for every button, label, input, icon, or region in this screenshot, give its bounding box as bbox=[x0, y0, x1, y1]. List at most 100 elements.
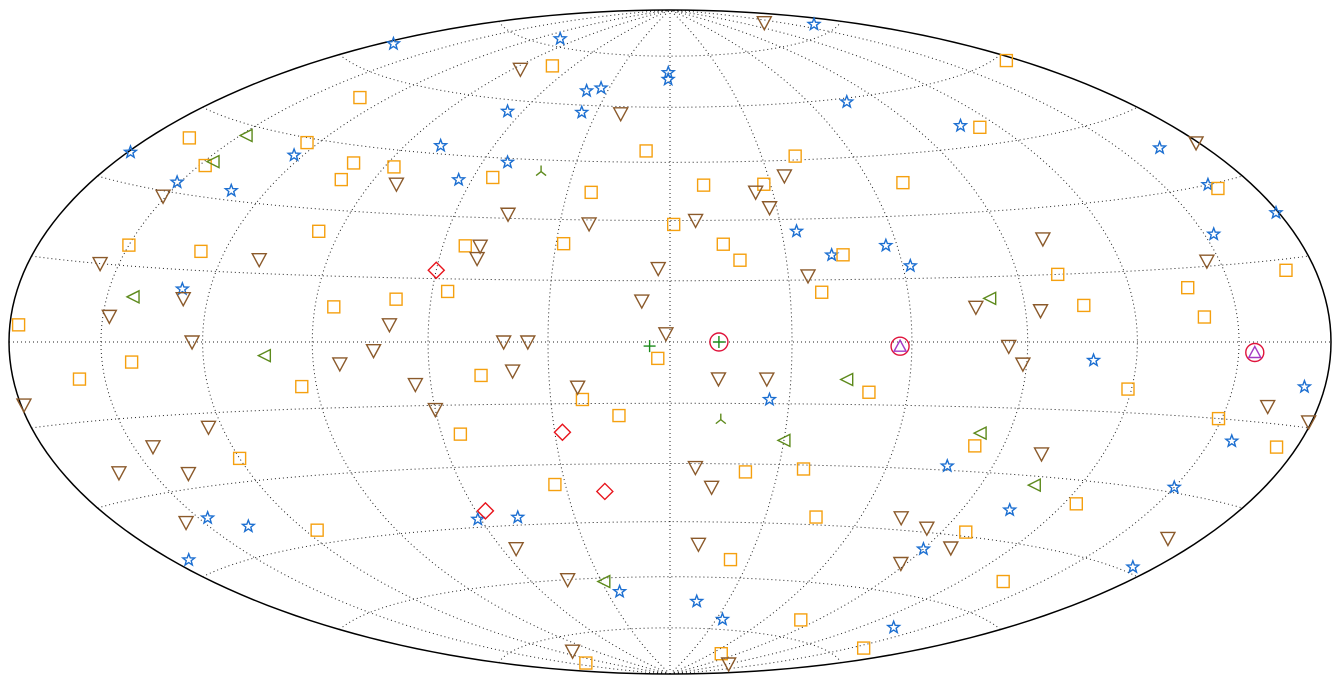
star-marker bbox=[1151, 139, 1168, 155]
triangle-down-marker bbox=[799, 269, 817, 285]
star-marker bbox=[660, 71, 676, 87]
square-marker bbox=[353, 90, 367, 105]
triangle-down-marker bbox=[580, 217, 598, 233]
star-marker bbox=[611, 583, 628, 599]
triangle-down-marker bbox=[381, 318, 398, 334]
square-marker bbox=[809, 510, 823, 524]
square-marker bbox=[716, 237, 730, 251]
triangle-down-marker bbox=[1014, 357, 1032, 373]
star-marker bbox=[714, 611, 731, 627]
star-marker bbox=[470, 511, 486, 526]
triangle-down-marker bbox=[1187, 136, 1205, 152]
triangle-up-marker bbox=[1247, 345, 1262, 359]
triangle-down-marker bbox=[569, 380, 586, 396]
triangle-down-marker bbox=[761, 201, 778, 217]
star-marker bbox=[838, 93, 855, 109]
star-marker bbox=[499, 103, 516, 118]
square-marker bbox=[440, 284, 455, 299]
triangle-down-marker bbox=[633, 294, 650, 310]
triangle-down-marker bbox=[687, 213, 704, 229]
square-marker bbox=[738, 465, 753, 479]
square-marker bbox=[996, 574, 1010, 589]
triangle-down-marker bbox=[183, 335, 201, 351]
triangle-down-marker bbox=[177, 515, 195, 532]
triangle-down-marker bbox=[180, 466, 197, 483]
square-marker bbox=[300, 135, 314, 150]
triangle-down-marker bbox=[427, 402, 444, 419]
star-marker bbox=[1223, 432, 1240, 448]
star-marker bbox=[1296, 378, 1313, 394]
star-marker bbox=[578, 82, 595, 98]
meridian bbox=[100, 9, 671, 675]
triangle-down-marker bbox=[251, 252, 268, 269]
square-marker bbox=[723, 552, 738, 567]
triangle-down-marker bbox=[612, 107, 629, 123]
triangle-down-marker bbox=[893, 511, 910, 527]
triangle-down-marker bbox=[101, 309, 118, 325]
triangle-left-marker bbox=[596, 574, 611, 589]
triangle-left-marker bbox=[1026, 478, 1041, 493]
star-marker bbox=[915, 540, 932, 556]
star-marker bbox=[593, 79, 609, 95]
square-marker bbox=[389, 292, 403, 306]
square-marker bbox=[453, 427, 468, 441]
triangle-left-marker bbox=[256, 348, 272, 363]
triangle-left-marker bbox=[839, 372, 854, 387]
star-marker bbox=[823, 246, 840, 262]
square-marker bbox=[198, 158, 212, 173]
star-marker bbox=[878, 237, 894, 253]
triangle-down-marker bbox=[468, 251, 486, 268]
star-marker bbox=[688, 593, 705, 609]
circle-marker bbox=[890, 336, 910, 356]
star-marker bbox=[450, 171, 467, 187]
square-marker bbox=[639, 144, 653, 158]
star-marker bbox=[573, 104, 590, 120]
square-marker bbox=[194, 244, 208, 259]
triangle-down-marker bbox=[1300, 415, 1317, 431]
parallel bbox=[31, 402, 1309, 429]
triangle-down-marker bbox=[564, 644, 581, 660]
triangle-down-marker bbox=[720, 657, 737, 673]
triangle-down-marker bbox=[650, 261, 667, 278]
triangle-down-marker bbox=[175, 292, 192, 308]
parallel bbox=[202, 521, 1138, 578]
diamond-marker bbox=[553, 423, 572, 442]
star-marker bbox=[122, 144, 139, 159]
star-marker bbox=[952, 117, 969, 133]
square-marker bbox=[579, 656, 593, 670]
square-marker bbox=[999, 53, 1014, 68]
triangle-left-marker bbox=[205, 154, 220, 169]
meridian bbox=[547, 9, 671, 675]
triangle-down-marker bbox=[559, 572, 576, 589]
triangle-down-marker bbox=[144, 440, 162, 456]
tri-down-marker bbox=[715, 413, 727, 425]
parallel bbox=[498, 21, 842, 57]
triangle-down-marker bbox=[15, 398, 33, 414]
meridian bbox=[311, 9, 671, 675]
square-marker bbox=[794, 613, 808, 627]
triangle-down-marker bbox=[507, 541, 525, 558]
tri-down-marker bbox=[535, 165, 547, 177]
square-marker bbox=[124, 355, 139, 369]
triangle-down-marker bbox=[1198, 254, 1216, 270]
triangle-down-marker bbox=[504, 364, 521, 380]
triangle-down-marker bbox=[690, 537, 707, 553]
triangle-left-marker bbox=[238, 128, 253, 143]
square-marker bbox=[1197, 310, 1212, 324]
square-marker bbox=[862, 385, 876, 399]
triangle-down-marker bbox=[1259, 399, 1276, 415]
plus-marker bbox=[712, 336, 725, 348]
triangle-down-marker bbox=[1033, 447, 1050, 463]
square-marker bbox=[310, 523, 324, 537]
triangle-down-marker bbox=[918, 521, 936, 537]
triangle-down-marker bbox=[967, 300, 985, 316]
triangle-down-marker bbox=[747, 185, 764, 201]
parallel bbox=[97, 463, 1243, 509]
square-marker bbox=[122, 238, 136, 252]
star-marker bbox=[223, 182, 240, 198]
circle-marker bbox=[1245, 342, 1265, 363]
triangle-up-marker bbox=[892, 338, 908, 352]
square-marker bbox=[788, 149, 802, 163]
triangle-down-marker bbox=[942, 541, 959, 557]
